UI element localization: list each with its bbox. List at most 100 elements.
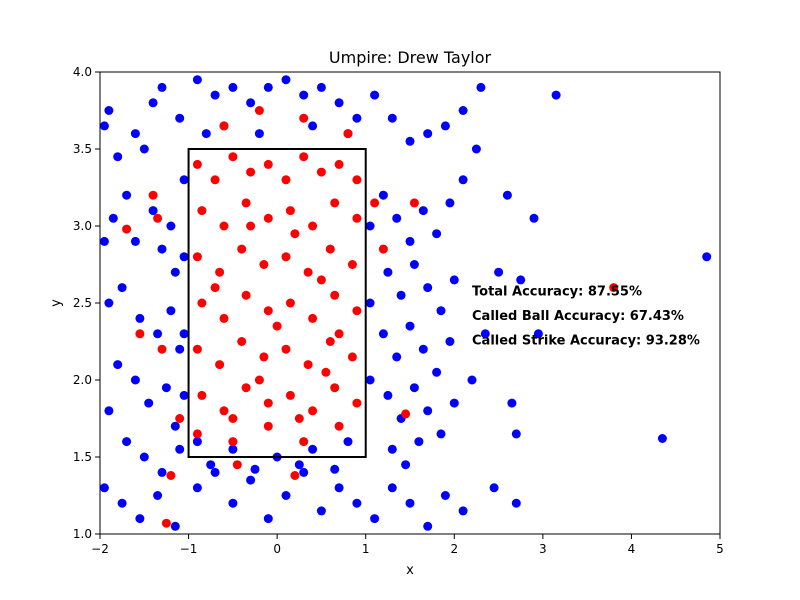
x-tick-label-1: −1	[180, 542, 198, 556]
point-0-107	[489, 483, 499, 493]
point-1-14	[285, 206, 295, 216]
point-0-21	[423, 129, 433, 139]
point-0-94	[387, 444, 397, 454]
point-1-3	[246, 167, 256, 177]
point-0-101	[529, 213, 539, 223]
point-0-100	[502, 190, 512, 200]
point-0-43	[170, 421, 180, 431]
point-0-16	[334, 98, 344, 108]
y-tick-label-1: 1.5	[73, 450, 92, 464]
x-tick-label-2: 0	[273, 542, 281, 556]
point-1-43	[219, 406, 229, 416]
point-0-133	[365, 375, 375, 385]
point-1-38	[281, 344, 291, 354]
point-0-54	[192, 483, 202, 493]
point-1-0	[192, 159, 202, 169]
point-0-56	[228, 498, 238, 508]
point-0-53	[170, 521, 180, 531]
point-0-127	[179, 175, 189, 185]
y-tick-label-5: 3.5	[73, 142, 92, 156]
point-0-132	[365, 298, 375, 308]
point-0-31	[166, 221, 176, 231]
point-1-49	[352, 398, 362, 408]
point-0-85	[418, 344, 428, 354]
point-0-99	[494, 267, 504, 277]
point-1-6	[299, 152, 309, 162]
point-0-71	[392, 213, 402, 223]
y-tick-label-2: 2.0	[73, 373, 92, 387]
point-1-79	[334, 329, 344, 339]
point-0-6	[157, 82, 167, 92]
point-1-63	[232, 460, 242, 470]
point-0-28	[130, 236, 140, 246]
point-0-65	[387, 483, 397, 493]
point-0-119	[228, 444, 238, 454]
point-0-37	[166, 306, 176, 316]
point-1-36	[237, 337, 247, 346]
point-1-61	[166, 471, 176, 480]
point-0-2	[113, 152, 123, 162]
point-1-70	[254, 106, 264, 115]
point-0-47	[157, 467, 167, 477]
point-1-19	[215, 267, 225, 277]
x-tick-label-7: 5	[716, 542, 724, 556]
point-1-40	[325, 337, 335, 346]
point-0-87	[445, 337, 455, 346]
point-0-84	[405, 321, 415, 331]
point-0-61	[316, 506, 326, 516]
point-1-35	[215, 360, 225, 370]
point-0-50	[117, 498, 127, 508]
point-1-20	[237, 244, 247, 254]
point-0-124	[250, 464, 260, 474]
chart-title: Umpire: Drew Taylor	[329, 48, 492, 67]
point-0-113	[201, 129, 211, 139]
point-0-128	[179, 252, 189, 262]
point-0-11	[246, 98, 256, 108]
point-1-28	[241, 290, 251, 300]
point-1-18	[192, 252, 202, 262]
annotations-layer: Total Accuracy: 87.55% Called Ball Accura…	[472, 284, 700, 348]
point-1-60	[175, 414, 185, 423]
point-0-131	[365, 221, 375, 231]
point-1-23	[303, 267, 313, 277]
points-layer	[99, 75, 712, 531]
point-0-38	[175, 344, 185, 354]
point-0-102	[551, 90, 561, 100]
point-0-109	[657, 434, 667, 443]
point-0-60	[299, 467, 309, 477]
point-1-59	[157, 344, 167, 354]
point-1-41	[347, 352, 357, 362]
point-0-19	[387, 113, 397, 123]
point-0-98	[480, 329, 490, 339]
point-0-57	[246, 475, 256, 485]
point-0-22	[440, 121, 450, 131]
point-1-8	[334, 159, 344, 169]
point-0-67	[423, 521, 433, 531]
point-0-49	[99, 483, 109, 493]
point-1-73	[343, 129, 353, 139]
point-0-126	[330, 464, 340, 474]
point-0-70	[378, 190, 388, 200]
point-1-76	[316, 275, 326, 285]
point-0-96	[414, 437, 424, 447]
x-ticks: −2 −1 0 1 2 3 4 5	[91, 534, 724, 556]
point-1-4	[263, 159, 273, 169]
point-1-72	[219, 121, 229, 131]
point-0-121	[308, 444, 318, 454]
point-0-79	[423, 283, 433, 293]
point-1-47	[308, 406, 318, 416]
point-1-68	[409, 198, 419, 208]
point-0-20	[405, 136, 415, 146]
point-0-93	[449, 398, 459, 408]
point-1-78	[272, 321, 282, 331]
y-tick-label-6: 4.0	[73, 65, 92, 79]
point-0-0	[104, 106, 114, 115]
point-1-42	[197, 390, 207, 400]
point-1-22	[281, 252, 291, 262]
point-0-62	[334, 483, 344, 493]
point-1-37	[259, 352, 269, 362]
point-1-10	[197, 206, 207, 216]
point-0-112	[458, 175, 468, 185]
point-1-32	[330, 290, 340, 300]
